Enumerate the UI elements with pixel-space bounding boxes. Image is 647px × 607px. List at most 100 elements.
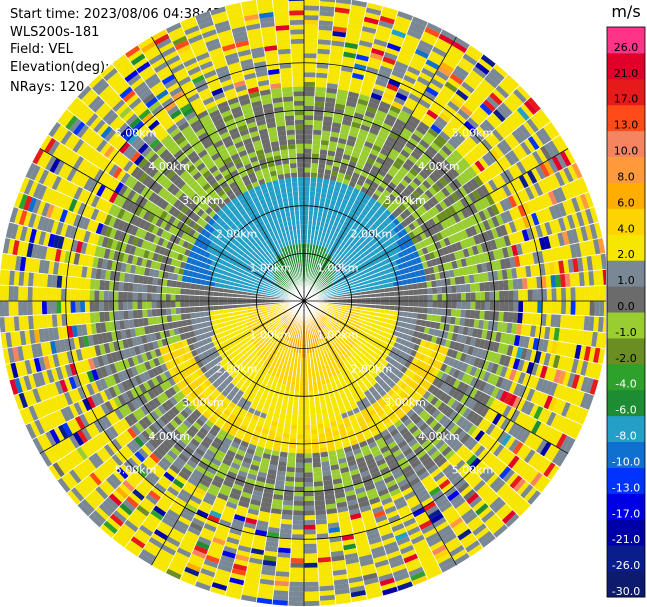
velocity-gate xyxy=(356,49,371,58)
velocity-gate xyxy=(314,495,325,501)
velocity-gate xyxy=(381,201,391,209)
velocity-gate xyxy=(394,296,400,301)
velocity-gate xyxy=(308,395,315,401)
velocity-gate xyxy=(469,69,484,83)
ray-separator xyxy=(303,108,542,302)
velocity-gate xyxy=(473,200,483,213)
velocity-gate xyxy=(345,32,361,40)
velocity-gate xyxy=(328,275,334,281)
velocity-gate xyxy=(320,135,331,141)
velocity-gate xyxy=(317,266,322,272)
velocity-gate xyxy=(499,211,509,225)
velocity-gate xyxy=(455,199,465,211)
velocity-gate xyxy=(361,240,368,247)
velocity-gate xyxy=(288,591,304,597)
ray-separator xyxy=(303,96,531,302)
velocity-gate xyxy=(388,131,400,141)
velocity-gate xyxy=(442,301,447,309)
velocity-gate xyxy=(475,186,486,199)
velocity-gate xyxy=(351,244,358,251)
velocity-gate xyxy=(368,57,383,66)
velocity-gate xyxy=(348,235,355,242)
velocity-gate xyxy=(429,196,439,206)
start-time-label: Start time: 2023/08/06 04:38:45 xyxy=(10,7,222,22)
velocity-gate xyxy=(326,82,339,90)
velocity-gate xyxy=(361,197,369,206)
velocity-gate xyxy=(348,282,354,287)
velocity-gate xyxy=(358,174,367,183)
velocity-gate xyxy=(307,234,311,240)
velocity-gate xyxy=(460,81,475,94)
velocity-gate xyxy=(439,61,455,74)
velocity-gate xyxy=(378,284,385,290)
velocity-gate xyxy=(415,102,429,114)
velocity-gate xyxy=(473,174,484,187)
velocity-gate xyxy=(329,49,344,57)
velocity-gate xyxy=(369,289,376,295)
velocity-gate xyxy=(481,169,492,182)
velocity-gate xyxy=(324,169,332,176)
velocity-gate xyxy=(418,98,432,110)
velocity-gate xyxy=(485,193,496,206)
velocity-gate xyxy=(304,162,312,168)
velocity-gate xyxy=(429,273,436,281)
velocity-gate xyxy=(406,119,419,130)
velocity-gate xyxy=(463,154,475,167)
velocity-gate xyxy=(286,466,296,473)
velocity-gate xyxy=(417,288,423,296)
velocity-gate xyxy=(556,186,567,202)
velocity-gate xyxy=(318,15,334,22)
velocity-gate xyxy=(502,98,517,113)
velocity-gate xyxy=(359,270,365,276)
ray-separator xyxy=(303,10,399,302)
velocity-gate xyxy=(522,215,531,229)
velocity-gate xyxy=(481,138,493,152)
velocity-gate xyxy=(557,201,567,218)
velocity-gate xyxy=(315,82,327,88)
velocity-gate xyxy=(518,124,532,139)
velocity-gate xyxy=(529,115,544,131)
velocity-gate xyxy=(316,177,324,184)
velocity-gate xyxy=(384,197,394,206)
velocity-gate xyxy=(355,194,364,202)
velocity-gate xyxy=(387,193,397,202)
velocity-gate xyxy=(312,129,322,136)
velocity-gate xyxy=(382,278,388,285)
velocity-gate xyxy=(339,275,346,280)
velocity-gate xyxy=(337,245,344,251)
ppi-plot: 1.00km1.00km1.00km1.00km2.00km2.00km2.00… xyxy=(0,0,606,606)
velocity-gate xyxy=(290,557,304,564)
velocity-gate xyxy=(341,260,347,266)
velocity-gate xyxy=(550,173,561,189)
velocity-gate xyxy=(403,38,419,49)
velocity-gate xyxy=(318,286,324,290)
velocity-gate xyxy=(323,258,328,264)
velocity-gate xyxy=(438,238,447,249)
velocity-gate xyxy=(325,87,338,94)
velocity-gate xyxy=(304,29,319,35)
velocity-gate xyxy=(470,147,482,161)
velocity-gate xyxy=(452,223,461,234)
velocity-gate xyxy=(304,191,310,197)
velocity-gate xyxy=(304,239,308,244)
velocity-gate xyxy=(419,268,426,277)
velocity-gate xyxy=(391,210,400,219)
velocity-gate xyxy=(499,290,505,301)
velocity-gate xyxy=(465,227,474,238)
velocity-gate xyxy=(531,132,544,148)
velocity-gate xyxy=(450,115,464,128)
velocity-gate xyxy=(334,2,351,10)
velocity-gate xyxy=(401,127,414,138)
velocity-gate xyxy=(352,259,358,265)
velocity-gate xyxy=(499,258,507,270)
velocity-gate xyxy=(447,119,461,132)
velocity-gate xyxy=(351,231,358,239)
ray-separator xyxy=(303,206,595,302)
velocity-gate xyxy=(444,123,458,135)
velocity-gate xyxy=(427,301,433,308)
velocity-gate xyxy=(346,200,354,208)
velocity-gate xyxy=(465,256,472,267)
velocity-gate xyxy=(495,84,510,99)
velocity-gate xyxy=(381,122,393,132)
velocity-gate xyxy=(316,216,322,222)
